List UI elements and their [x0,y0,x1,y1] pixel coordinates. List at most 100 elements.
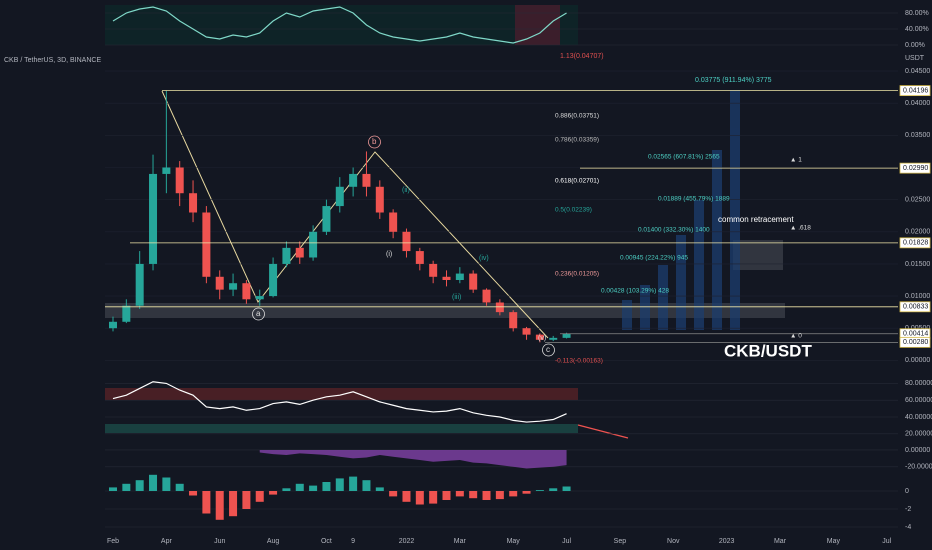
annotation: 0.236(0.01205) [555,271,599,278]
histogram-bar [322,482,331,491]
candle-body [389,212,398,232]
y-tick-label: -2 [905,506,911,513]
y-tick-label: 0.01000 [905,293,930,300]
annotation: 0.786(0.03359) [555,137,599,144]
y-tick-label: 0.04000 [905,100,930,107]
annotation: 0.618(0.02701) [555,178,599,185]
candle-body [282,247,291,264]
retracement-zone [733,240,783,270]
candle-body [562,334,571,338]
area-series [259,449,567,469]
histogram-bar [269,491,278,495]
stoch-panel-fill [105,5,578,45]
candle-body [322,206,331,232]
x-tick-label: 2022 [399,538,415,545]
y-tick-label: 0.00000 [905,357,930,364]
x-tick-label: Feb [107,538,119,545]
x-tick-label: May [507,538,521,545]
price-label: 0.01828 [903,240,928,247]
candle-body [429,263,438,277]
candle-body [549,337,558,340]
annotation: -0.113(-0.00163) [555,358,603,365]
histogram-bar [562,486,571,491]
rsi-band [105,388,578,400]
histogram-bar [255,491,264,502]
annotation: 0.01400 (332.30%) 1400 [638,227,710,234]
histogram-bar [215,491,224,520]
line-series [112,381,567,423]
annotation: (i) [386,251,392,258]
wave-lines [161,90,549,339]
histogram-bar [415,491,424,505]
candle-body [362,173,371,187]
wave-marker [252,307,265,321]
annotation: 1.13(0.04707) [560,53,604,60]
histogram-bar [509,491,518,497]
rsi-band [105,424,578,433]
histogram-bar [469,491,478,499]
x-tick-label: Sep [614,538,627,545]
price-label-box [899,301,931,313]
histogram-bar [375,487,384,491]
histogram-bar [162,477,171,491]
candle-body [269,263,278,297]
projection-bars [622,90,740,330]
annotation: 0.03775 (911.94%) 3775 [695,77,772,84]
histogram-bar [202,491,211,514]
price-label: 0.00280 [903,339,928,346]
projection-bar [676,235,686,330]
candle-body [135,263,144,306]
stoch-overbought [515,5,560,45]
annotation: (ii) [402,187,410,194]
annotation: b [372,137,377,146]
x-tick-label: Jun [214,538,225,545]
histogram-bar [122,483,131,491]
projection-bar [712,150,722,330]
annotation: 0.5(0.02239) [555,207,592,214]
x-tick-label: 2023 [719,538,735,545]
annotation: (iv) [479,255,489,262]
y-tick-label: 0.02000 [905,229,930,236]
annotation: c [546,345,550,354]
candle-body [242,283,251,300]
y-tick-label: 20.00000 [905,431,932,438]
x-tick-label: Aug [267,538,280,545]
x-tick-label: Mar [454,538,467,545]
candle-body [202,212,211,277]
price-label: 0.04196 [903,87,928,94]
candle-body [482,289,491,303]
chart-label: CKB/USDT [724,341,812,360]
candle-body [455,273,464,280]
candle-body [402,231,411,252]
x-tick-label: Mar [774,538,787,545]
price-label: 0.02990 [903,165,928,172]
y-tick-label: 0.00000 [905,447,930,454]
candle-body [229,283,238,290]
y-tick-label: 40.00% [905,26,929,33]
chart-title: CKB / TetherUS, 3D, BINANCE [4,57,101,64]
y-tick-label: 0.03500 [905,132,930,139]
x-tick-label: Jul [562,538,571,545]
candle-body [509,312,518,329]
candle-body [162,167,171,174]
candle-body [109,321,117,329]
y-tick-label: 60.00000 [905,397,932,404]
annotation: common retracement [718,215,794,224]
histogram-bar [482,491,491,500]
annotation: (iii) [452,294,461,301]
histogram-bar [242,491,251,509]
wave-marker [368,135,381,149]
line-series [112,6,567,44]
projection-bar [730,90,740,330]
candle-body [442,276,451,280]
candle-body [415,251,424,264]
candle-body [495,302,504,313]
candle-body [175,167,184,194]
histogram-bar [175,483,184,491]
histogram-bar [495,491,504,500]
histogram-bar [535,490,544,491]
histogram-bar [189,491,198,496]
axis-unit: USDT [905,55,925,62]
